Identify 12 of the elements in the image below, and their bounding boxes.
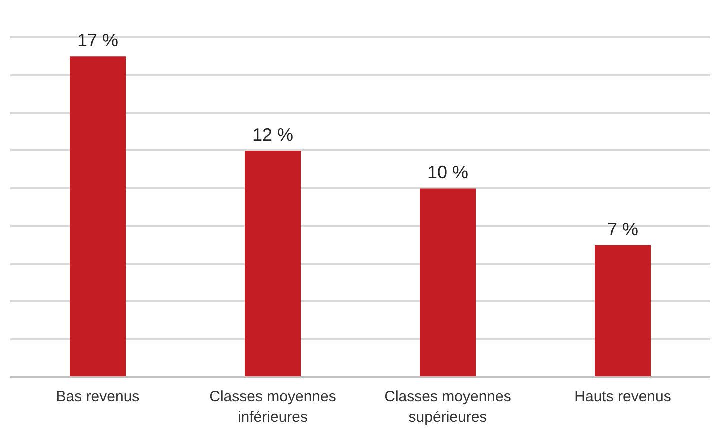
data-label: 10 % <box>427 162 469 183</box>
x-tick-label: Hauts revenus <box>574 388 672 406</box>
data-label: 17 % <box>77 30 119 51</box>
data-label: 12 % <box>252 124 294 145</box>
x-tick-label: Bas revenus <box>56 388 140 406</box>
bar <box>245 150 301 378</box>
bar <box>70 56 126 378</box>
bar <box>420 188 476 378</box>
x-tick-label: Classes moyennes supérieures <box>384 388 512 426</box>
data-label: 7 % <box>607 219 639 240</box>
x-tick-label: Classes moyennes inférieures <box>210 388 336 426</box>
bar <box>595 245 651 378</box>
